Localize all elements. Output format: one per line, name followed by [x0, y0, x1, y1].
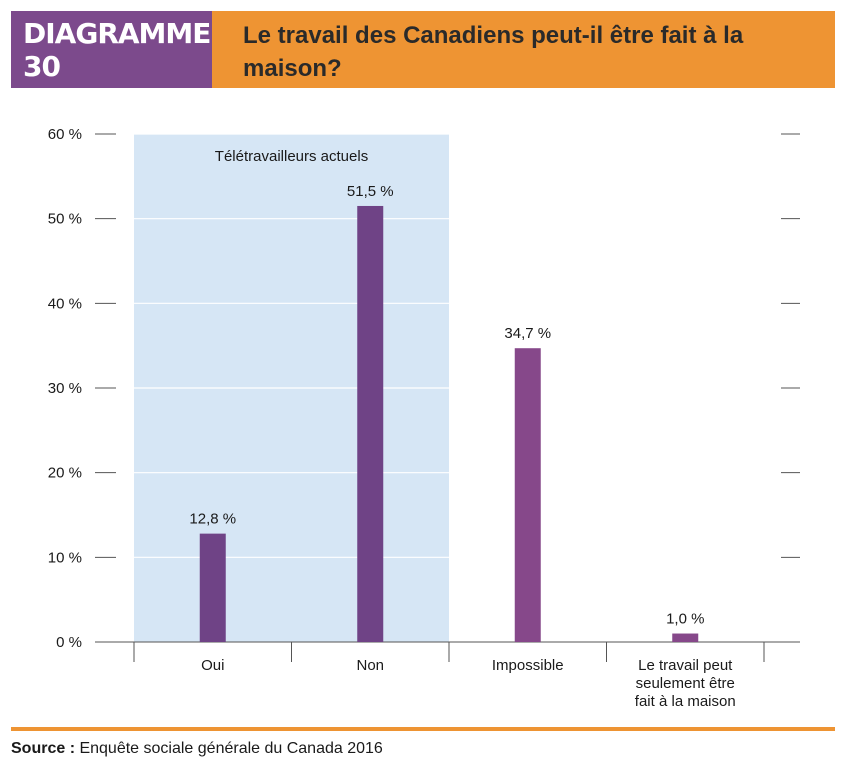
- source-note: Source : Enquête sociale générale du Can…: [11, 740, 383, 758]
- bar: [514, 348, 541, 642]
- x-category-label: Oui: [201, 657, 224, 674]
- y-tick-label: 20 %: [48, 465, 82, 482]
- bar-value-label: 12,8 %: [189, 511, 236, 528]
- x-category-label: Impossible: [492, 657, 564, 674]
- x-category-label: Le travail peut seulement être fait à la m…: [635, 657, 736, 710]
- bar-chart: Télétravailleurs actuels 0 % 10 % 20 % 30 % 4…: [48, 126, 800, 710]
- diagram-number-badge: DIAGRAMME 30: [11, 11, 212, 88]
- y-tick-label: 10 %: [48, 549, 82, 566]
- source-text: Enquête sociale générale du Canada 2016: [75, 740, 383, 757]
- bar: [672, 633, 699, 642]
- bar-value-label: 1,0 %: [666, 611, 704, 628]
- diagram-number: DIAGRAMME 30: [23, 17, 211, 83]
- x-category-label: Non: [356, 657, 384, 674]
- title-box: Le travail des Canadiens peut-il être fa…: [212, 11, 835, 88]
- highlight-region-label: Télétravailleurs actuels: [215, 148, 368, 165]
- y-tick-label: 0 %: [56, 634, 82, 651]
- chart-title: Le travail des Canadiens peut-il être fa…: [243, 22, 744, 82]
- bar: [199, 533, 226, 642]
- bar-value-label: 51,5 %: [347, 183, 394, 200]
- chart-header: DIAGRAMME 30 Le travail des Canadiens pe…: [11, 11, 835, 88]
- y-tick-label: 40 %: [48, 295, 82, 312]
- bar: [357, 205, 384, 642]
- y-tick-label: 60 %: [48, 126, 82, 143]
- bar-value-label: 34,7 %: [504, 325, 551, 342]
- source-label: Source :: [11, 740, 76, 757]
- y-tick-label: 30 %: [48, 380, 82, 397]
- footer-divider: [11, 727, 835, 731]
- y-tick-label: 50 %: [48, 211, 82, 228]
